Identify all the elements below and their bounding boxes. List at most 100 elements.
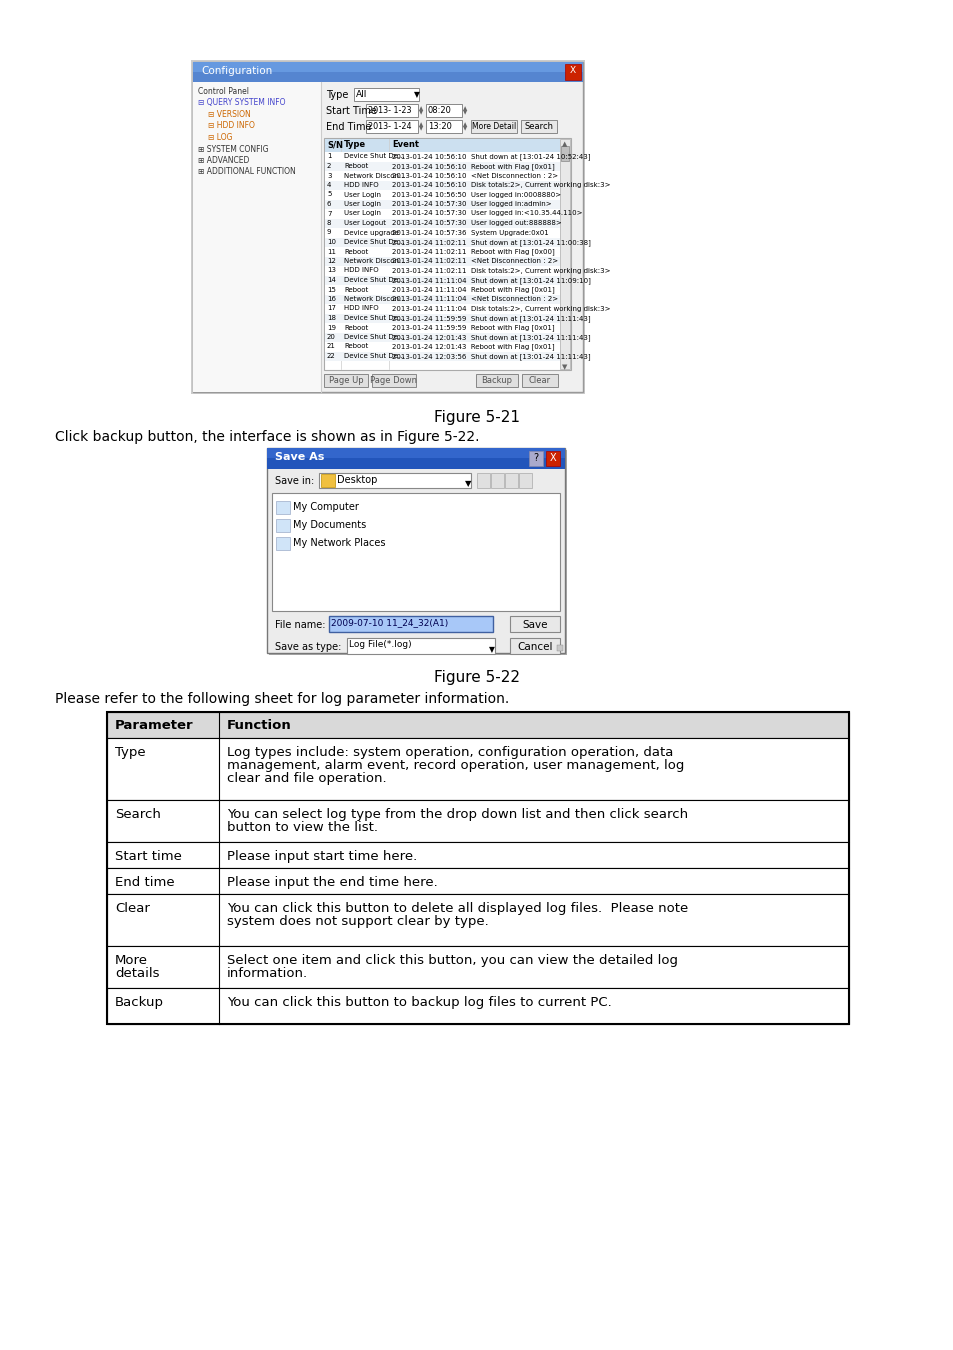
Text: 2013-01-24 10:56:10  Reboot with Flag [0x01]: 2013-01-24 10:56:10 Reboot with Flag [0x… xyxy=(392,163,554,170)
Text: Function: Function xyxy=(227,720,292,732)
Text: Save in:: Save in: xyxy=(274,477,314,486)
Text: You can click this button to delete all displayed log files.  Please note: You can click this button to delete all … xyxy=(227,902,687,915)
Text: ▲: ▲ xyxy=(418,107,423,111)
Text: 19: 19 xyxy=(327,324,335,331)
Bar xyxy=(267,448,564,468)
Text: Network Discon...: Network Discon... xyxy=(344,296,405,302)
Bar xyxy=(107,801,848,842)
Text: Type: Type xyxy=(344,140,366,148)
Text: Please refer to the following sheet for log parameter information.: Please refer to the following sheet for … xyxy=(55,693,509,706)
Text: Reboot: Reboot xyxy=(344,324,368,331)
Text: S/N: S/N xyxy=(327,140,343,148)
Bar xyxy=(518,472,532,487)
Text: 18: 18 xyxy=(327,315,335,321)
Text: Type: Type xyxy=(326,90,348,100)
Text: More Detail: More Detail xyxy=(472,122,516,131)
Bar xyxy=(107,711,848,1025)
Text: ⊞ ADVANCED: ⊞ ADVANCED xyxy=(198,157,249,165)
Text: Clear: Clear xyxy=(528,377,551,385)
Text: 2013-01-24 11:11:04  <Net Disconnection : 2>: 2013-01-24 11:11:04 <Net Disconnection :… xyxy=(392,296,558,302)
Bar xyxy=(476,374,517,387)
Text: Page Down: Page Down xyxy=(370,377,417,385)
Text: ▲: ▲ xyxy=(561,140,567,147)
Bar xyxy=(325,200,559,209)
Text: system does not support clear by type.: system does not support clear by type. xyxy=(227,915,488,927)
Text: 2013-01-24 10:56:10  <Net Disconnection : 2>: 2013-01-24 10:56:10 <Net Disconnection :… xyxy=(392,173,558,178)
Text: ▲: ▲ xyxy=(462,122,467,127)
Text: Please input the end time here.: Please input the end time here. xyxy=(227,876,437,890)
Bar xyxy=(193,62,582,392)
Bar xyxy=(325,275,559,285)
Text: Device Shut De...: Device Shut De... xyxy=(344,352,404,359)
Bar xyxy=(325,190,559,200)
Text: Control Panel: Control Panel xyxy=(198,86,249,96)
Text: Network Discon...: Network Discon... xyxy=(344,173,405,178)
Text: Configuration: Configuration xyxy=(201,66,272,76)
Text: User Login: User Login xyxy=(344,201,380,207)
Text: 3: 3 xyxy=(327,173,331,178)
Bar xyxy=(325,332,559,342)
Bar xyxy=(366,104,417,117)
Bar xyxy=(354,88,418,101)
Text: Start time: Start time xyxy=(115,850,182,863)
Bar xyxy=(107,868,848,894)
Bar xyxy=(275,537,290,549)
Text: 2009-07-10 11_24_32(A1): 2009-07-10 11_24_32(A1) xyxy=(331,618,448,626)
Bar xyxy=(325,313,559,323)
Text: User Login: User Login xyxy=(344,211,380,216)
Text: My Documents: My Documents xyxy=(293,520,366,531)
Bar xyxy=(557,645,562,651)
Text: Start Time: Start Time xyxy=(326,107,376,116)
Bar xyxy=(426,120,461,134)
Bar xyxy=(471,120,517,134)
Bar xyxy=(504,472,517,487)
Bar xyxy=(325,294,559,304)
Text: 2013-01-24 10:56:10  Disk totals:2>, Current working disk:3>: 2013-01-24 10:56:10 Disk totals:2>, Curr… xyxy=(392,182,610,188)
Text: Clear: Clear xyxy=(115,902,150,915)
Bar xyxy=(325,153,559,162)
Bar xyxy=(372,374,416,387)
Text: clear and file operation.: clear and file operation. xyxy=(227,772,386,784)
Bar xyxy=(325,342,559,351)
Text: 21: 21 xyxy=(327,343,335,350)
Bar xyxy=(325,171,559,181)
Text: ⊞ ADDITIONAL FUNCTION: ⊞ ADDITIONAL FUNCTION xyxy=(198,167,295,177)
Text: details: details xyxy=(115,967,159,980)
Text: Log types include: system operation, configuration operation, data: Log types include: system operation, con… xyxy=(227,747,673,759)
Text: Save As: Save As xyxy=(274,452,324,462)
Text: 2013-01-24 11:02:11  Reboot with Flag [0x00]: 2013-01-24 11:02:11 Reboot with Flag [0x… xyxy=(392,248,554,255)
Text: You can click this button to backup log files to current PC.: You can click this button to backup log … xyxy=(227,996,611,1008)
Bar xyxy=(325,285,559,294)
Text: Event: Event xyxy=(392,140,418,148)
Bar xyxy=(320,474,335,487)
Text: Reboot: Reboot xyxy=(344,248,368,255)
Bar xyxy=(521,374,558,387)
Text: Reboot: Reboot xyxy=(344,343,368,350)
Text: 15: 15 xyxy=(327,286,335,293)
Text: ▼: ▼ xyxy=(418,126,423,131)
Bar xyxy=(193,82,320,392)
Bar xyxy=(107,842,848,868)
Text: 2013-01-24 10:57:30  User logged out:888888>: 2013-01-24 10:57:30 User logged out:8888… xyxy=(392,220,561,225)
Text: button to view the list.: button to view the list. xyxy=(227,821,377,834)
Text: ⊟ HDD INFO: ⊟ HDD INFO xyxy=(208,122,254,131)
Text: Page Up: Page Up xyxy=(329,377,363,385)
Text: ▼: ▼ xyxy=(414,90,419,99)
Bar xyxy=(564,63,580,80)
Text: Search: Search xyxy=(524,122,553,131)
Bar xyxy=(269,450,566,655)
Text: 2013-01-24 10:56:10  Shut down at [13:01-24 10:52:43]: 2013-01-24 10:56:10 Shut down at [13:01-… xyxy=(392,154,590,161)
Text: Log File(*.log): Log File(*.log) xyxy=(349,640,411,649)
Bar xyxy=(324,138,571,370)
Text: Click backup button, the interface is shown as in Figure 5-22.: Click backup button, the interface is sh… xyxy=(55,431,479,444)
Bar xyxy=(325,323,559,332)
Text: 2013-01-24 10:57:30  User logged in:<10.35.44.110>: 2013-01-24 10:57:30 User logged in:<10.3… xyxy=(392,211,582,216)
Text: HDD INFO: HDD INFO xyxy=(344,182,378,188)
Text: All: All xyxy=(355,90,367,99)
Text: User Login: User Login xyxy=(344,192,380,197)
Text: Reboot: Reboot xyxy=(344,286,368,293)
Text: Parameter: Parameter xyxy=(115,720,193,732)
Text: ▼: ▼ xyxy=(462,126,467,131)
Text: Backup: Backup xyxy=(481,377,512,385)
Text: 2013-01-24 11:59:59  Reboot with Flag [0x01]: 2013-01-24 11:59:59 Reboot with Flag [0x… xyxy=(392,324,554,331)
